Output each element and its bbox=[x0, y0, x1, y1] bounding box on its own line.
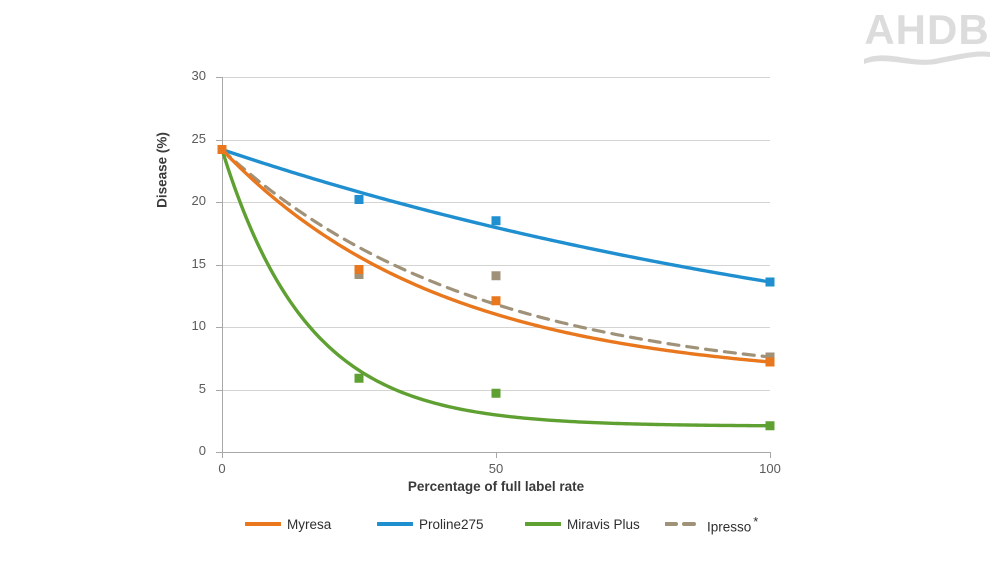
gridline bbox=[222, 327, 770, 328]
legend-label: Myresa bbox=[287, 516, 332, 532]
y-tick-mark bbox=[216, 139, 222, 141]
y-tick-label: 25 bbox=[191, 130, 206, 146]
legend-label: Miravis Plus bbox=[567, 516, 640, 532]
chart-legend: Myresa Proline275 Miravis Plus Ipresso * bbox=[245, 512, 785, 540]
gridline bbox=[222, 389, 770, 391]
x-axis-title: Percentage of full label rate bbox=[407, 479, 585, 494]
y-tick-mark bbox=[216, 327, 222, 328]
y-tick-label: 30 bbox=[191, 68, 206, 83]
y-tick-label: 5 bbox=[198, 380, 206, 396]
y-tick-label: 15 bbox=[191, 255, 206, 271]
legend-swatch-icon bbox=[665, 522, 701, 526]
series-line-ipresso bbox=[220, 147, 772, 359]
data-point-marker bbox=[354, 270, 364, 279]
data-point-marker bbox=[765, 277, 775, 287]
legend-swatch-icon bbox=[525, 522, 561, 526]
x-tick-label: 0 bbox=[218, 461, 226, 476]
legend-swatch-icon bbox=[377, 522, 413, 526]
legend-swatch-icon bbox=[245, 522, 281, 526]
x-tick-mark bbox=[770, 452, 771, 458]
y-tick-label: 10 bbox=[191, 318, 206, 333]
data-point-marker bbox=[765, 357, 775, 367]
data-point-marker bbox=[354, 265, 364, 274]
legend-item-ipresso[interactable]: Ipresso * bbox=[665, 512, 758, 536]
data-point-marker bbox=[765, 352, 775, 362]
gridline bbox=[222, 264, 770, 266]
series-line-myresa bbox=[220, 147, 772, 364]
legend-label: Ipresso * bbox=[707, 513, 759, 535]
ahdb-logo: AHDB bbox=[862, 6, 992, 66]
y-tick-label: 0 bbox=[198, 443, 206, 458]
legend-item-myresa[interactable]: Myresa bbox=[245, 512, 331, 536]
data-point-marker bbox=[491, 271, 501, 281]
y-tick-mark bbox=[216, 264, 222, 266]
gridline bbox=[222, 77, 770, 78]
data-point-marker bbox=[354, 373, 364, 383]
data-point-marker bbox=[765, 421, 775, 431]
legend-label: Proline275 bbox=[419, 516, 484, 532]
data-point-marker bbox=[491, 296, 501, 306]
legend-item-proline275[interactable]: Proline275 bbox=[377, 512, 484, 536]
x-tick-label: 50 bbox=[488, 461, 504, 476]
gridline bbox=[222, 202, 770, 203]
x-tick-mark bbox=[222, 452, 223, 458]
y-tick-mark bbox=[216, 389, 222, 391]
legend-footnote-asterisk: * bbox=[753, 513, 759, 529]
y-tick-mark bbox=[216, 202, 222, 203]
ahdb-logo-text: AHDB bbox=[864, 6, 990, 53]
x-tick-label: 100 bbox=[759, 461, 781, 476]
y-tick-mark bbox=[216, 77, 222, 78]
ahdb-logo-wave-icon bbox=[864, 51, 990, 65]
x-tick-mark bbox=[496, 452, 497, 458]
series-line-proline275 bbox=[220, 147, 772, 284]
series-line-miravis-plus bbox=[220, 147, 772, 428]
data-point-marker bbox=[491, 216, 501, 226]
y-tick-label: 20 bbox=[191, 193, 206, 208]
y-tick-mark bbox=[216, 452, 222, 453]
gridline bbox=[222, 139, 770, 141]
y-axis-line bbox=[222, 77, 223, 452]
y-axis-title: Disease (%) bbox=[150, 70, 174, 270]
legend-item-miravis-plus[interactable]: Miravis Plus bbox=[525, 512, 640, 536]
